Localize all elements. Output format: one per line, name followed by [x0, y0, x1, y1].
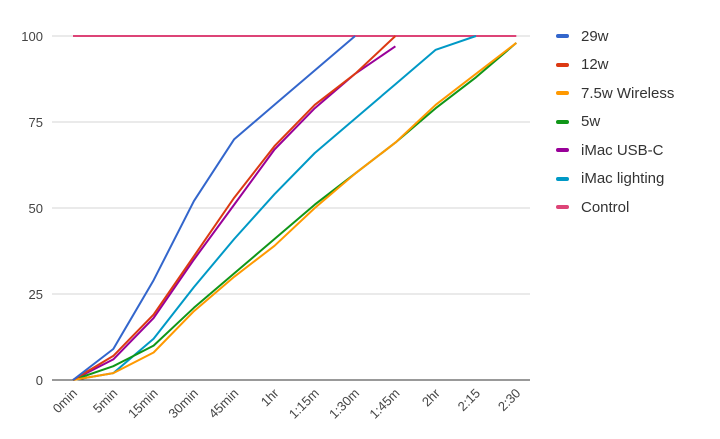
series-line-29w	[72, 35, 356, 381]
x-tick-label: 2:15	[455, 386, 484, 415]
legend-label: 12w	[581, 56, 609, 74]
legend-label: Control	[581, 198, 630, 216]
series-lines	[72, 35, 517, 381]
legend-item: iMac USB-C	[556, 136, 716, 165]
legend: 29w 12w 7.5w Wireless 5w iMac USB-C iMac ligh…	[556, 22, 716, 222]
legend-item: 7.5w Wireless	[556, 79, 716, 108]
x-tick-label: 1:30m	[326, 386, 362, 422]
x-tick-label: 45min	[206, 386, 242, 422]
series-line-imac-usb-c	[72, 45, 396, 381]
legend-swatch	[556, 34, 569, 39]
legend-label: iMac USB-C	[581, 141, 664, 159]
x-tick-label: 30min	[165, 386, 201, 422]
legend-label: iMac lighting	[581, 170, 665, 188]
y-axis-ticks: 0 25 50 75 100	[21, 29, 43, 388]
legend-label: 5w	[581, 113, 601, 131]
legend-swatch	[556, 119, 569, 124]
y-tick-label: 0	[36, 373, 43, 388]
legend-swatch	[556, 205, 569, 210]
legend-swatch	[556, 62, 569, 67]
series-line-imac-lighting	[72, 35, 477, 381]
x-axis-ticks: 0min 5min 15min 30min 45min 1hr 1:15m 1:30m 1:45…	[50, 385, 524, 422]
x-tick-label: 1hr	[258, 385, 282, 409]
legend-label: 7.5w Wireless	[581, 84, 675, 102]
series-line-12w	[72, 35, 397, 381]
x-tick-label: 5min	[90, 386, 121, 417]
legend-item: 12w	[556, 51, 716, 80]
x-tick-label: 15min	[125, 386, 161, 422]
legend-item: Control	[556, 193, 716, 222]
legend-swatch	[556, 148, 569, 153]
x-tick-label: 0min	[50, 386, 81, 417]
y-tick-label: 25	[29, 287, 43, 302]
series-line-7-5w-wireless	[72, 42, 517, 381]
legend-item: 5w	[556, 108, 716, 137]
y-tick-label: 75	[29, 115, 43, 130]
legend-label: 29w	[581, 27, 609, 45]
legend-item: iMac lighting	[556, 165, 716, 194]
series-line-5w	[72, 42, 517, 381]
x-tick-label: 1:15m	[286, 386, 322, 422]
x-tick-label: 2:30	[495, 386, 524, 415]
legend-item: 29w	[556, 22, 716, 51]
legend-swatch	[556, 91, 569, 96]
legend-swatch	[556, 176, 569, 181]
y-tick-label: 50	[29, 201, 43, 216]
x-tick-label: 1:45m	[366, 386, 402, 422]
x-tick-label: 2hr	[419, 385, 443, 409]
y-tick-label: 100	[21, 29, 43, 44]
